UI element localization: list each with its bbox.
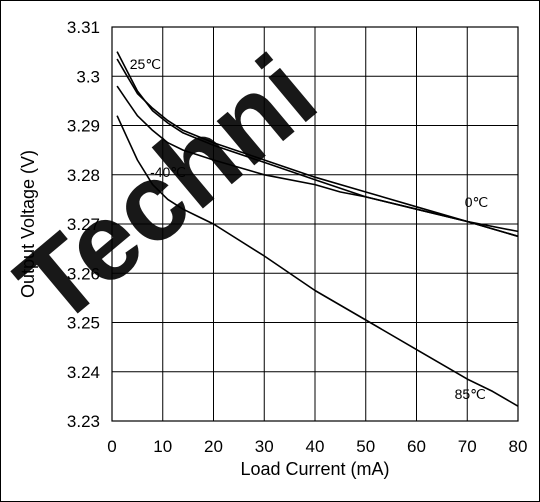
y-tick-label: 3.28: [67, 166, 100, 185]
series-line: [116, 58, 519, 238]
y-axis-title: Output Voltage (V): [18, 150, 38, 298]
y-tick-label: 3.25: [67, 314, 100, 333]
x-tick-label: 40: [306, 437, 325, 456]
series-line: [116, 85, 519, 238]
y-tick-label: 3.23: [67, 412, 100, 431]
x-tick-label: 60: [407, 437, 426, 456]
x-tick-label: 80: [509, 437, 528, 456]
series-label: -40℃: [150, 164, 186, 180]
x-tick-label: 70: [458, 437, 477, 456]
x-tick-labels: 0 10 20 30 40 50 60 70 80: [107, 437, 527, 456]
y-tick-label: 3.29: [67, 117, 100, 136]
series-label: 85℃: [455, 386, 486, 402]
grid: [112, 27, 518, 421]
x-tick-label: 10: [153, 437, 172, 456]
y-tick-label: 3.3: [76, 67, 100, 86]
y-tick-label: 3.24: [67, 363, 100, 382]
y-tick-labels: 3.23 3.24 3.25 3.26 3.27 3.28 3.29 3.3 3.31: [67, 18, 100, 431]
series-label: 0℃: [465, 194, 489, 210]
x-axis-title: Load Current (mA): [240, 459, 389, 479]
series-annotations: 25℃ -40℃ 0℃ 85℃: [130, 56, 488, 402]
series-layer: [116, 51, 519, 407]
series-label: 25℃: [130, 56, 161, 72]
x-tick-label: 20: [204, 437, 223, 456]
series-line: [116, 115, 519, 407]
y-tick-label: 3.26: [67, 264, 100, 283]
x-tick-label: 50: [356, 437, 375, 456]
x-tick-label: 0: [107, 437, 116, 456]
y-tick-label: 3.31: [67, 18, 100, 37]
x-tick-label: 30: [255, 437, 274, 456]
plot-frame: [111, 26, 519, 422]
y-tick-label: 3.27: [67, 215, 100, 234]
